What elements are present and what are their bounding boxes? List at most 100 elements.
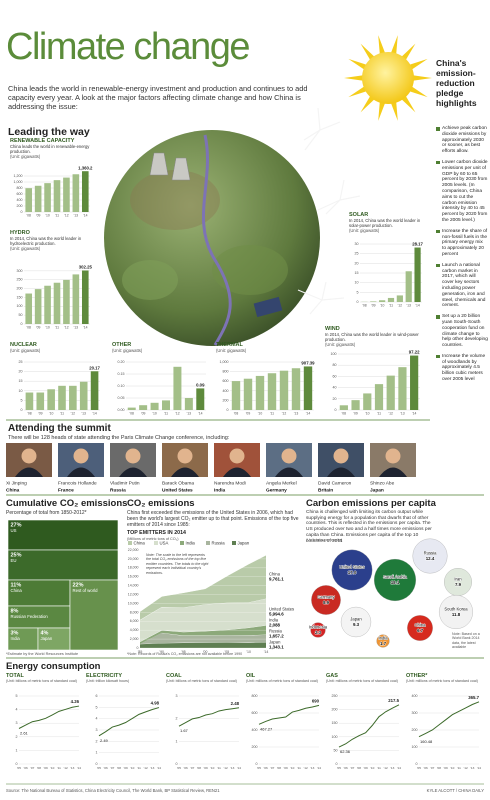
value-label: 20.17 bbox=[89, 365, 100, 370]
bar bbox=[267, 373, 277, 410]
y-tick-label: 6,000 bbox=[130, 619, 139, 623]
y-tick-label: 3 bbox=[16, 721, 18, 725]
chart-text-block: COAL (Unit: billions of metric tons of st… bbox=[166, 673, 240, 683]
leader-suit bbox=[223, 467, 251, 477]
x-tick-label: '08 bbox=[197, 766, 201, 770]
chart-unit: (Unit: tons per capita) bbox=[306, 538, 343, 542]
line bbox=[178, 707, 240, 727]
y-tick-label: 3 bbox=[176, 694, 178, 698]
bar bbox=[243, 378, 253, 410]
chart-unit: (Unit: gigawatts) bbox=[112, 348, 143, 353]
treemap-cell bbox=[7, 579, 71, 607]
x-tick-label: '00 bbox=[203, 650, 208, 654]
x-tick-label: '14 bbox=[83, 325, 88, 329]
y-tick-label: 0 bbox=[227, 408, 229, 412]
y-tick-label: 0.05 bbox=[118, 396, 125, 400]
y-tick-label: 8,000 bbox=[130, 610, 139, 614]
legend-label: Russia bbox=[212, 540, 226, 545]
treemap-value: 27% bbox=[11, 522, 22, 528]
pledge-item: Achieve peak carbon dioxide emissions by… bbox=[436, 126, 488, 155]
x-tick-label: '09 bbox=[284, 766, 288, 770]
leader-head bbox=[125, 448, 141, 464]
y-tick-label: 1,000 bbox=[220, 360, 229, 364]
chart-unit: (Unit: millions of metric tons of standa… bbox=[246, 679, 318, 683]
y-tick-label: 25 bbox=[19, 360, 23, 364]
sun-ray bbox=[411, 75, 432, 81]
x-tick-label: '05 bbox=[417, 766, 421, 770]
x-tick-label: '05 bbox=[225, 650, 230, 654]
y-tick-label: 400 bbox=[252, 728, 258, 732]
y-tick-label: 200 bbox=[252, 745, 258, 749]
x-tick-label: '11 bbox=[164, 411, 168, 415]
y-tick-label: 0 bbox=[416, 762, 418, 766]
x-tick-label: '10 bbox=[130, 766, 134, 770]
bubble bbox=[311, 585, 341, 615]
x-tick-label: '13 bbox=[294, 411, 299, 415]
bar bbox=[363, 393, 372, 410]
y-tick-label: 800 bbox=[252, 694, 258, 698]
bar bbox=[396, 295, 403, 302]
x-tick-label: '07 bbox=[350, 766, 354, 770]
area-fill bbox=[140, 632, 266, 644]
x-tick-label: '13 bbox=[407, 303, 412, 307]
y-tick-label: 0 bbox=[357, 300, 359, 304]
x-tick-label: '11 bbox=[297, 766, 301, 770]
y-tick-label: 0.15 bbox=[118, 372, 125, 376]
y-tick-label: 20,000 bbox=[128, 557, 139, 561]
pledge-item: Lower carbon dioxide emissions per unit … bbox=[436, 160, 488, 224]
bar bbox=[386, 375, 395, 410]
treemap-cell bbox=[69, 579, 119, 651]
y-tick-label: 0 bbox=[335, 408, 337, 412]
bubble-value: 17.0 bbox=[348, 570, 357, 575]
chart-unit: (Unit: gigawatts) bbox=[10, 154, 41, 159]
leader-suit bbox=[379, 467, 407, 477]
x-tick-label: '09 bbox=[44, 766, 48, 770]
y-tick-label: 22,000 bbox=[128, 548, 139, 552]
x-tick-label: '12 bbox=[64, 766, 68, 770]
x-tick-label: '12 bbox=[384, 766, 388, 770]
bubble-label: South Korea bbox=[444, 607, 468, 612]
value-label: 467.27 bbox=[260, 726, 273, 731]
y-tick-label: 300 bbox=[412, 711, 418, 715]
chart-text-block: WIND In 2014, China was the world leader … bbox=[325, 326, 420, 347]
bar bbox=[72, 274, 80, 324]
bubble-label: Japan bbox=[350, 617, 362, 622]
y-tick-label: 400 bbox=[412, 694, 418, 698]
leader-head bbox=[21, 448, 37, 464]
x-tick-label: '08 bbox=[277, 766, 281, 770]
x-tick-label: '12 bbox=[64, 325, 69, 329]
sun-ray bbox=[360, 94, 376, 113]
x-tick-label: '11 bbox=[57, 766, 61, 770]
x-tick-label: '13 bbox=[310, 766, 314, 770]
pledge-item: Launch a national carbon market in 2017,… bbox=[436, 263, 488, 309]
leader-suit bbox=[119, 467, 147, 477]
chart-unit: (Millions of metric tons of CO₂) bbox=[127, 537, 179, 541]
y-tick-label: 5 bbox=[96, 705, 98, 709]
value-label: 1,360.2 bbox=[78, 165, 93, 170]
chart-unit: (Unit: gigawatts) bbox=[216, 348, 247, 353]
section-subtitle: There will be 128 heads of state attendi… bbox=[8, 435, 230, 441]
bar bbox=[231, 381, 241, 410]
leader-head bbox=[229, 448, 245, 464]
x-tick-label: '10 bbox=[370, 766, 374, 770]
bar bbox=[53, 282, 61, 324]
y-tick-label: 40 bbox=[333, 386, 337, 390]
x-tick-label: '90 bbox=[159, 650, 164, 654]
leader-country: Britain bbox=[318, 487, 333, 493]
intro: China leads the world in renewable-energ… bbox=[8, 84, 308, 111]
x-tick-label: '08 bbox=[130, 411, 135, 415]
pledge-item: Set up a 20 billion yuan South-South coo… bbox=[436, 314, 488, 349]
bubble-label: Germany bbox=[317, 595, 335, 600]
bar bbox=[63, 279, 70, 324]
chart-title: THERMAL bbox=[216, 342, 243, 348]
x-tick-label: '11 bbox=[55, 325, 59, 329]
chart-text-block: SOLAR In 2014, China was the world leader… bbox=[349, 212, 425, 233]
x-tick-label: '07 bbox=[110, 766, 114, 770]
chart-text-block: RENEWABLE CAPACITY China leads the world … bbox=[10, 138, 92, 159]
value-label: 2.61 bbox=[20, 731, 29, 736]
x-tick-label: '10 bbox=[246, 650, 251, 654]
leader-country: Russia bbox=[110, 487, 126, 493]
bar bbox=[291, 368, 301, 410]
x-tick-label: '06 bbox=[184, 766, 188, 770]
chart-title: TOTAL bbox=[6, 673, 24, 679]
